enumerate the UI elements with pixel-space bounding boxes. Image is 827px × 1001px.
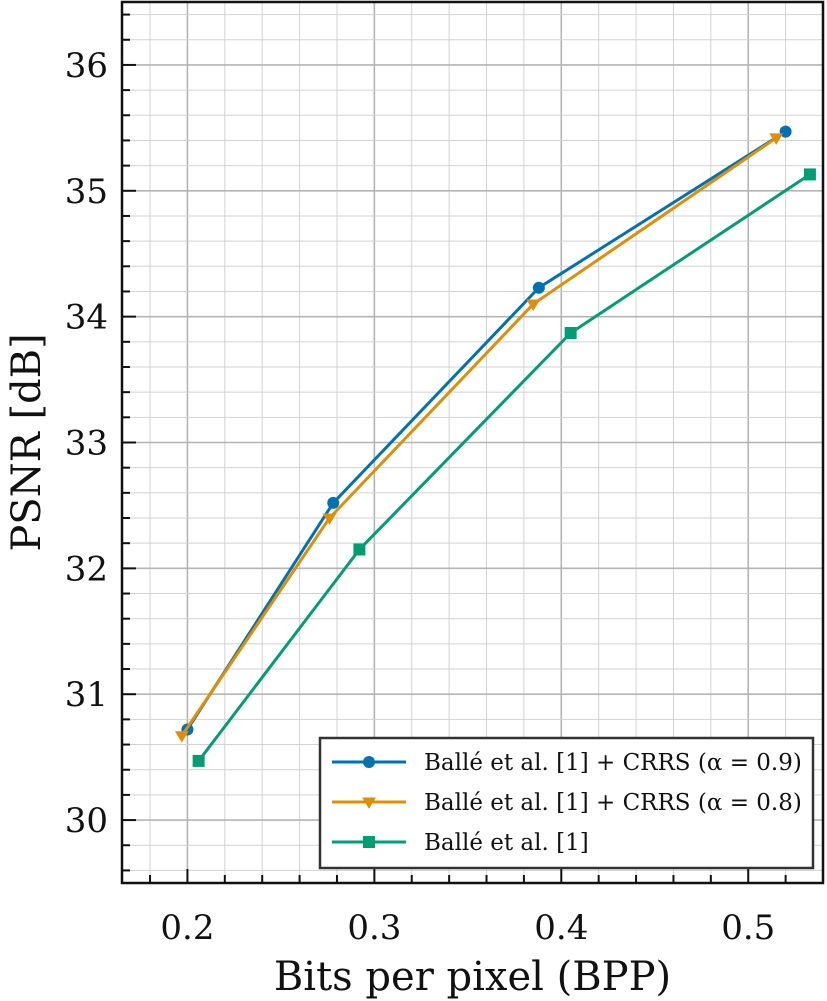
data-point [779, 125, 792, 138]
data-point [769, 133, 784, 145]
data-point [363, 836, 375, 848]
data-point [174, 731, 189, 743]
data-point [362, 797, 376, 809]
legend-label: Ballé et al. [1] [424, 830, 589, 856]
legend-label: Ballé et al. [1] + CRRS (α = 0.9) [424, 750, 802, 776]
y-axis-label: PSNR [dB] [4, 333, 50, 551]
series-line [186, 130, 787, 731]
data-point [327, 496, 340, 509]
data-point [526, 299, 541, 311]
legend-label: Ballé et al. [1] + CRRS (α = 0.8) [424, 790, 802, 816]
axis-ticks [122, 13, 824, 883]
y-tick-label: 35 [65, 172, 108, 212]
data-point [322, 513, 337, 525]
x-tick-label: 0.4 [534, 908, 588, 948]
data-point [192, 754, 205, 767]
data-point [564, 327, 577, 340]
legend: Ballé et al. [1] + CRRS (α = 0.9) Ballé e… [318, 736, 815, 870]
y-tick-label: 36 [65, 46, 108, 86]
x-tick-label: 0.5 [721, 908, 775, 948]
x-tick-label: 0.2 [160, 908, 214, 948]
y-tick-label: 30 [65, 801, 108, 841]
x-axis-label: Bits per pixel (BPP) [274, 954, 671, 1000]
data-point [532, 281, 545, 294]
y-tick-label: 32 [65, 549, 108, 589]
tick-labels: 0.2 0.3 0.4 0.5 30 31 32 33 34 35 36 [65, 46, 776, 948]
data-point [353, 543, 366, 556]
data-point [363, 756, 375, 768]
y-tick-label: 34 [65, 298, 108, 338]
series-line [180, 136, 778, 737]
data-point [803, 168, 816, 181]
series-2 [174, 133, 784, 743]
x-tick-label: 0.3 [347, 908, 401, 948]
y-tick-label: 31 [65, 675, 108, 715]
plot-series [174, 125, 816, 767]
series-line [197, 173, 811, 762]
y-tick-label: 33 [65, 424, 108, 464]
series-3 [192, 168, 816, 767]
